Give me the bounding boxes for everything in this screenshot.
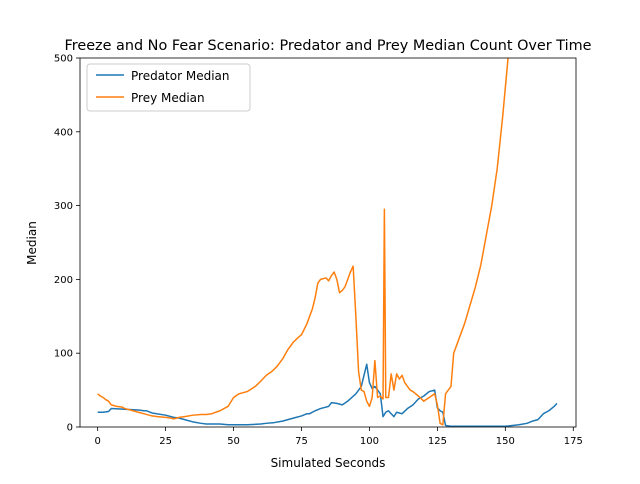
- legend-label-prey: Prey Median: [131, 91, 205, 105]
- y-axis: 0 100 200 300 400 500: [54, 54, 80, 434]
- axes-frame: [79, 57, 577, 428]
- y-tick-label: 0: [67, 423, 73, 434]
- y-axis-label: Median: [25, 221, 39, 265]
- legend-label-predator: Predator Median: [131, 69, 230, 83]
- y-tick-label: 200: [54, 275, 73, 286]
- y-tick-label: 500: [54, 54, 73, 65]
- y-tick-label: 300: [54, 201, 73, 212]
- legend-frame: [86, 63, 251, 112]
- x-axis-label: Simulated Seconds: [271, 456, 386, 470]
- x-tick-label: 0: [94, 436, 100, 447]
- legend: Predator Median Prey Median: [86, 63, 251, 112]
- x-tick-label: 100: [360, 436, 379, 447]
- y-tick-label: 400: [54, 127, 73, 138]
- chart-title: Freeze and No Fear Scenario: Predator an…: [65, 38, 592, 54]
- plot-area: [79, 57, 577, 428]
- x-tick-label: 25: [159, 436, 172, 447]
- x-tick-label: 125: [428, 436, 447, 447]
- x-tick-label: 75: [295, 436, 308, 447]
- x-axis: 0 25 50 75 100 125 150 175: [94, 427, 583, 447]
- x-tick-label: 150: [496, 436, 515, 447]
- x-tick-label: 175: [564, 436, 583, 447]
- series-line-prey: [97, 58, 509, 426]
- x-tick-label: 50: [227, 436, 240, 447]
- y-tick-label: 100: [54, 349, 73, 360]
